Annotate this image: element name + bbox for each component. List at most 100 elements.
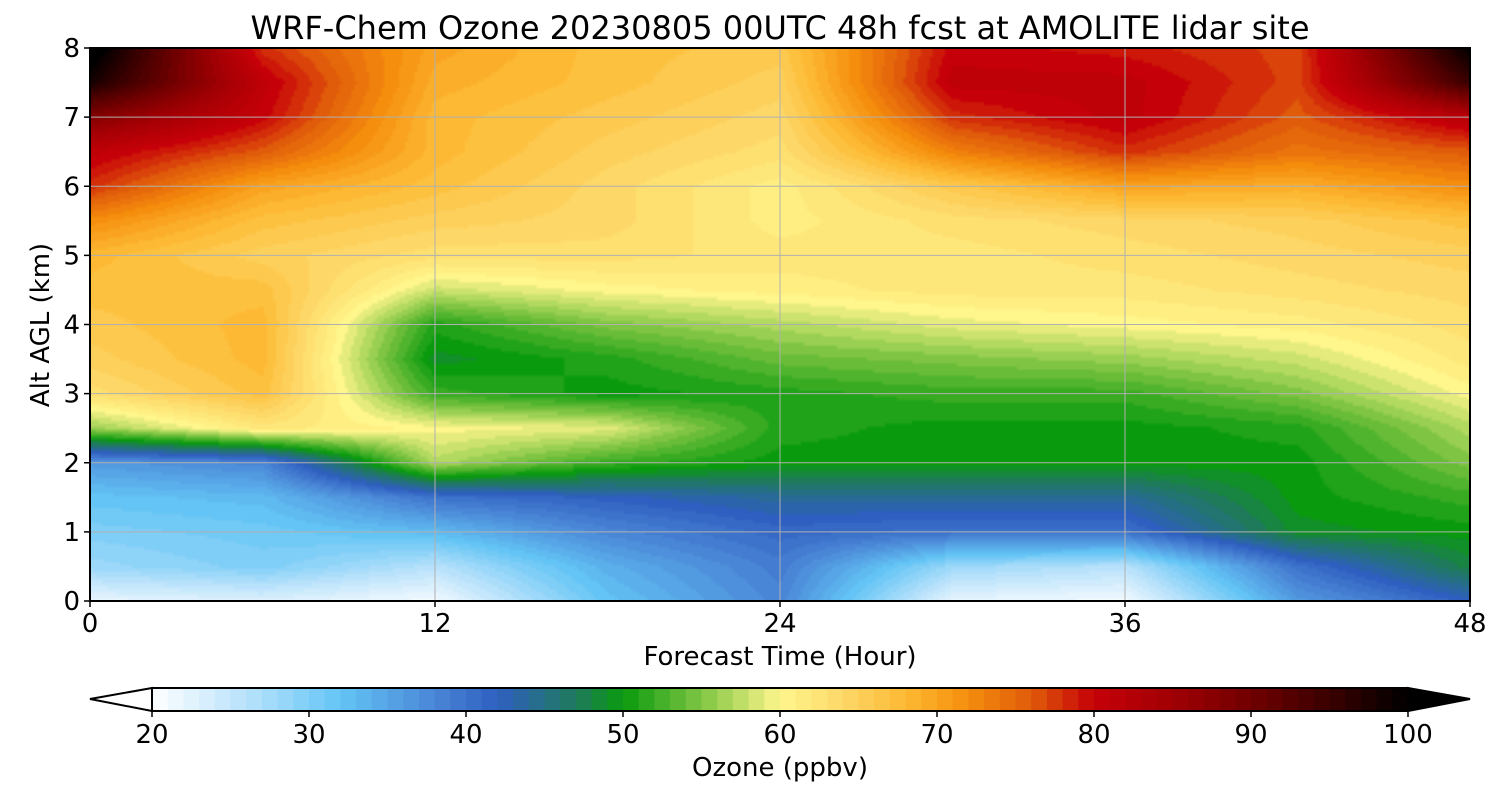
colorbar-tick-label: 80 [1077,720,1110,750]
colorbar-cell [1046,688,1064,711]
colorbar-cell [921,688,938,711]
colorbar-cell [717,688,734,711]
colorbar-cell [1109,688,1126,711]
colorbar-tick-label: 30 [292,720,325,750]
colorbar-cell [466,688,483,711]
colorbar-cell [403,688,420,711]
colorbar-under-extension [89,686,153,713]
colorbar-cell [1172,688,1189,711]
colorbar-cell [356,688,373,711]
colorbar-cell [261,688,279,711]
colorbar-cell [1062,688,1079,711]
colorbar-cell [1313,688,1331,711]
colorbar-cell [685,688,703,711]
colorbar-cell [528,688,546,711]
colorbar-cell [513,688,530,711]
colorbar-cell [1078,688,1095,711]
colorbar-cell [1125,688,1142,711]
colorbar-cell [968,688,985,711]
colorbar-cell [340,688,357,711]
colorbar-cell [214,688,232,711]
colorbar-cell [984,688,1001,711]
x-tick-label: 36 [1108,609,1141,639]
colorbar-cell [1298,688,1315,711]
x-axis-ticks: 0 12 24 36 48 [82,601,1487,639]
colorbar-cell [780,688,797,711]
y-tick-label: 8 [63,34,80,64]
colorbar-cell [795,688,812,711]
colorbar-cell [246,688,263,711]
colorbar-tick-label: 40 [449,720,482,750]
colorbar-cell [858,688,875,711]
colorbar-cell [1329,688,1346,711]
colorbar-cell [654,688,671,711]
colorbar-cell [450,688,467,711]
colorbar-cell [670,688,687,711]
colorbar-cell [1282,688,1299,711]
x-axis-label: Forecast Time (Hour) [643,642,916,672]
y-tick-label: 7 [63,103,80,133]
colorbar-cell [999,688,1017,711]
colorbar-cell [1031,688,1048,711]
colorbar-cell [732,688,750,711]
y-axis-label: Alt AGL (km) [26,243,56,407]
colorbar-cell [748,688,765,711]
colorbar-cell [497,688,514,711]
colorbar-label: Ozone (ppbv) [692,753,868,783]
colorbar-tick-label: 50 [606,720,639,750]
colorbar-tick-label: 90 [1234,720,1267,750]
y-tick-label: 4 [63,311,80,341]
colorbar-cell [1188,688,1205,711]
colorbar-cell [889,688,907,711]
colorbar-cell [905,688,922,711]
colorbar-cell [764,688,781,711]
colorbar-cell [1015,688,1032,711]
colorbar-cell [309,688,326,711]
x-tick-label: 48 [1453,609,1486,639]
colorbar: 20 30 40 50 60 70 80 90 100 Ozone (ppbv) [89,686,1471,783]
colorbar-cell [1219,688,1236,711]
colorbar-cell [230,688,247,711]
x-tick-label: 12 [418,609,451,639]
colorbar-cell [387,688,404,711]
colorbar-over-extension [1407,686,1471,713]
colorbar-cells [152,688,1409,711]
colorbar-cell [544,688,561,711]
colorbar-cell [1376,688,1393,711]
colorbar-cell [167,688,184,711]
x-tick-label: 24 [763,609,796,639]
colorbar-cell [199,688,216,711]
colorbar-cell [293,688,310,711]
chart-title: WRF-Chem Ozone 20230805 00UTC 48h fcst a… [250,9,1309,47]
colorbar-cell [481,688,498,711]
colorbar-cell [575,688,593,711]
colorbar-cell [623,688,640,711]
colorbar-cell [842,688,860,711]
colorbar-cell [874,688,891,711]
colorbar-cell [371,688,389,711]
colorbar-cell [701,688,718,711]
colorbar-cell [1235,688,1252,711]
y-tick-label: 0 [63,587,80,617]
colorbar-cell [1266,688,1283,711]
colorbar-cell [952,688,969,711]
colorbar-cell [1094,688,1111,711]
colorbar-cell [418,688,436,711]
colorbar-cell [324,688,341,711]
y-tick-label: 1 [63,518,80,548]
colorbar-tick-label: 70 [920,720,953,750]
colorbar-cell [1203,688,1221,711]
colorbar-cell [1251,688,1268,711]
colorbar-cell [638,688,655,711]
y-tick-label: 5 [63,241,80,271]
colorbar-cell [183,688,200,711]
colorbar-cell [1141,688,1158,711]
y-tick-label: 2 [63,449,80,479]
colorbar-tick-label: 100 [1383,720,1433,750]
x-tick-label: 0 [82,609,99,639]
colorbar-cell [277,688,294,711]
colorbar-cell [434,688,451,711]
grid-lines [90,48,1470,601]
colorbar-ticks: 20 30 40 50 60 70 80 90 100 [135,711,1433,750]
